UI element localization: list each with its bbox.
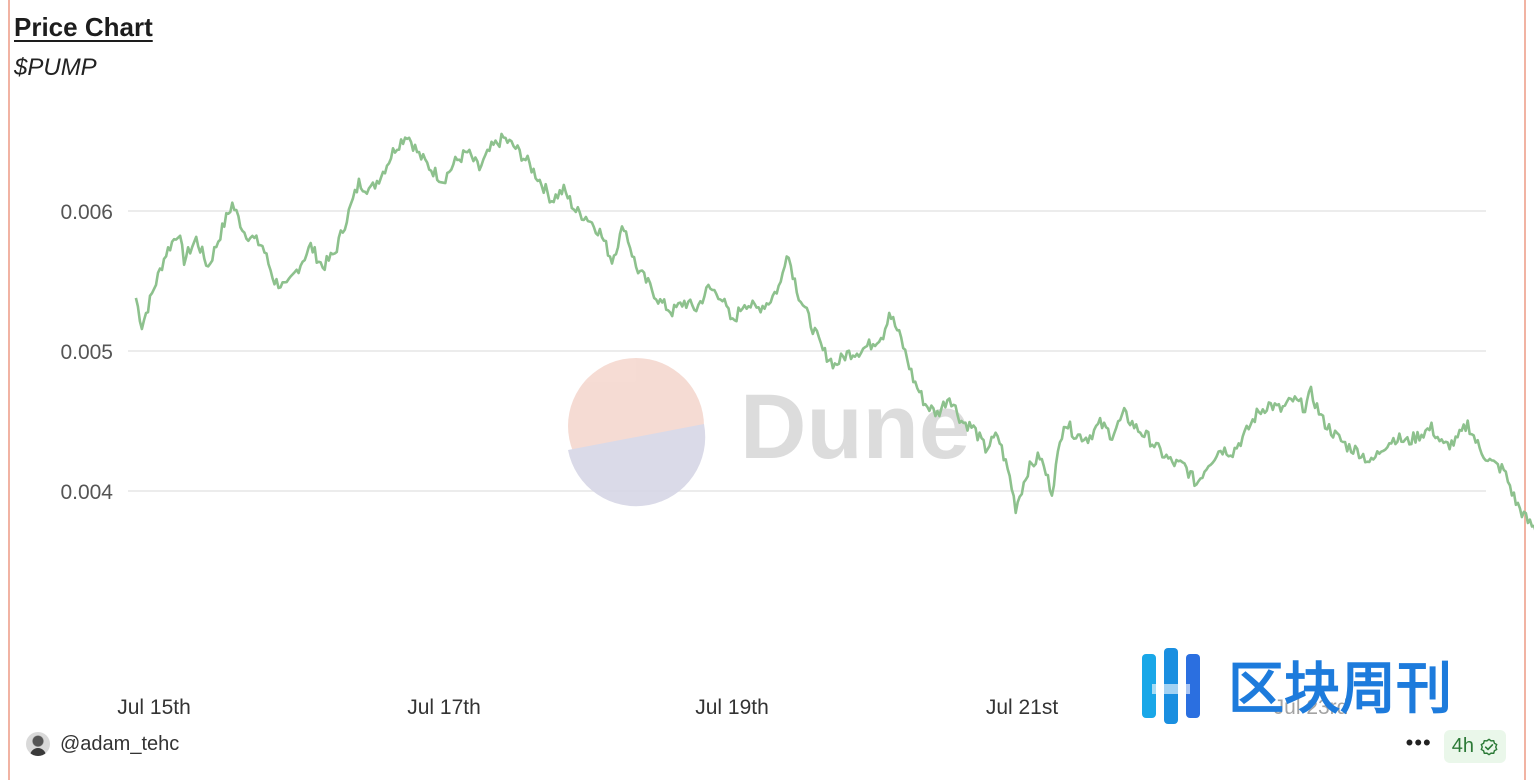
- footer-actions: ••• 4h: [1406, 730, 1506, 763]
- x-tick-label: Jul 19th: [695, 696, 769, 719]
- refresh-interval: 4h: [1451, 735, 1474, 757]
- chart-title[interactable]: Price Chart: [14, 12, 153, 42]
- cn-logo-icon: [1142, 648, 1200, 724]
- price-series-line: [134, 132, 1534, 531]
- chart-grid: [128, 210, 1486, 492]
- x-tick-label: Jul 21st: [986, 696, 1059, 719]
- chart-subtitle: $PUMP: [14, 54, 97, 81]
- refresh-status-badge[interactable]: 4h: [1443, 730, 1506, 763]
- y-tick-label: 0.005: [60, 341, 113, 364]
- dune-watermark: Dune: [568, 358, 970, 507]
- y-axis: 0.004 0.005 0.006: [60, 201, 113, 504]
- avatar: [26, 732, 50, 756]
- x-tick-label: Jul 17th: [407, 696, 481, 719]
- y-tick-label: 0.006: [60, 201, 113, 224]
- x-tick-label: Jul 15th: [117, 696, 191, 719]
- cn-watermark-text: 区块周刊: [1228, 657, 1452, 722]
- y-tick-label: 0.004: [60, 481, 113, 504]
- verified-check-icon: [1480, 737, 1498, 756]
- dune-wordmark: Dune: [740, 376, 970, 478]
- more-options-icon[interactable]: •••: [1405, 729, 1432, 755]
- author-link[interactable]: @adam_tehc: [26, 732, 179, 756]
- author-name: @adam_tehc: [60, 732, 180, 755]
